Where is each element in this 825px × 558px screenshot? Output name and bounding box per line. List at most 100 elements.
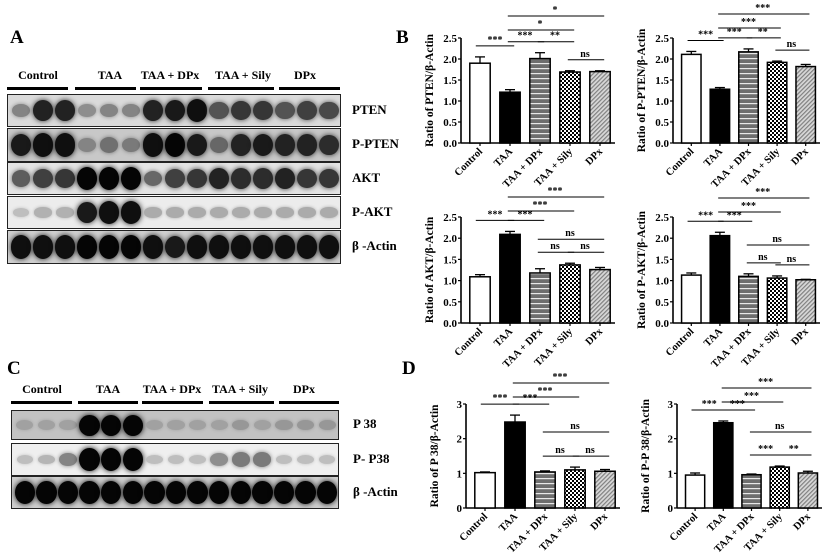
protein-label: P-AKT xyxy=(352,203,393,219)
blot-band xyxy=(120,166,142,191)
bar xyxy=(741,473,762,509)
blot-band xyxy=(144,207,162,218)
group-underline xyxy=(78,401,138,404)
chart-B1: 0.0 0.5 1.0 1.5 2.0 2.5 Ratio of PTEN/β-Actin C… xyxy=(424,5,615,190)
y-axis-label: Ratio of P-P 38/β-Actin xyxy=(640,399,652,513)
y-tick-label: 2 xyxy=(457,434,463,446)
y-tick-label: 1 xyxy=(457,468,463,480)
significance-label: *** xyxy=(518,209,533,220)
significance-label: ns xyxy=(772,234,782,245)
significance-label: *** xyxy=(523,393,538,404)
protein-label: β -Actin xyxy=(353,483,398,499)
significance-label: *** xyxy=(698,210,713,221)
y-tick-label: 0.0 xyxy=(443,138,457,150)
significance-label: ns xyxy=(758,252,768,263)
blot-band xyxy=(252,168,273,189)
y-tick-label: 0.5 xyxy=(443,297,457,309)
y-tick-label: 1 xyxy=(668,468,674,480)
group-underline xyxy=(209,401,274,404)
blot-band xyxy=(208,235,230,259)
significance-label: ns xyxy=(787,254,797,265)
significance-label: *** xyxy=(538,386,553,397)
bar xyxy=(795,65,817,144)
blot-band xyxy=(231,100,251,121)
significance-label: ** xyxy=(550,31,560,42)
bar xyxy=(504,421,526,509)
significance-label: ns xyxy=(570,421,580,432)
blot-band xyxy=(252,235,274,259)
x-tick-label: DPx xyxy=(792,511,814,533)
blot-band xyxy=(99,103,118,118)
y-tick-label: 2.0 xyxy=(655,54,669,66)
bar xyxy=(795,279,817,324)
blot-band xyxy=(79,414,100,436)
significance-label: *** xyxy=(741,201,756,212)
y-tick-label: 2.0 xyxy=(443,233,457,245)
blot-band xyxy=(54,235,76,259)
blot-band xyxy=(232,207,250,218)
y-axis-label: Ratio of P 38/β-Actin xyxy=(429,404,441,507)
significance-label: *** xyxy=(493,393,508,404)
blot-band xyxy=(210,207,228,218)
y-tick-label: 2.5 xyxy=(655,212,669,224)
blot-band xyxy=(167,419,185,431)
blot-band xyxy=(76,235,98,259)
blot-band xyxy=(144,480,165,505)
y-tick-label: 2.5 xyxy=(655,33,669,45)
group-label: DPx xyxy=(293,382,315,396)
blot-band xyxy=(120,235,142,259)
blot-band xyxy=(54,100,76,121)
y-tick-label: 0 xyxy=(668,503,674,515)
significance-label: ns xyxy=(565,228,575,239)
blot-band xyxy=(252,133,274,157)
x-tick-label: DPx xyxy=(789,146,811,168)
blot-band xyxy=(79,480,100,505)
blot-band xyxy=(254,207,272,218)
significance-label: *** xyxy=(702,399,717,410)
bar xyxy=(684,474,706,509)
bar xyxy=(797,472,819,509)
blot-band xyxy=(11,170,31,187)
blot-band xyxy=(296,419,315,431)
significance-label: *** xyxy=(548,186,563,197)
blot-band xyxy=(208,480,230,505)
group-label: TAA xyxy=(95,382,121,396)
blot-band xyxy=(253,100,273,121)
x-tick-label: Control xyxy=(668,511,700,543)
blot-strip xyxy=(7,196,341,229)
group-underline xyxy=(140,87,202,90)
panel-label-d: D xyxy=(402,358,416,379)
bar xyxy=(559,71,581,144)
y-axis-label: Ratio of PTEN/β-Actin xyxy=(424,34,436,147)
group-label: TAA + Sily xyxy=(212,382,268,396)
group-label: TAA xyxy=(97,68,123,82)
blot-band xyxy=(297,455,314,464)
blot-band xyxy=(122,447,144,472)
x-tick-label: TAA xyxy=(492,326,515,349)
blot-band xyxy=(297,168,317,189)
blot-band xyxy=(142,235,164,259)
blot-band xyxy=(10,133,32,157)
y-tick-label: 2.5 xyxy=(443,33,457,45)
x-tick-label: DPx xyxy=(584,326,606,348)
significance-label: *** xyxy=(755,3,770,14)
blot-strip xyxy=(11,410,339,440)
significance-label: ns xyxy=(775,421,785,432)
y-tick-label: 1.0 xyxy=(443,96,457,108)
blot-band xyxy=(275,455,293,464)
bar xyxy=(529,57,551,144)
blot-band xyxy=(11,103,30,118)
blot-band xyxy=(122,414,144,436)
group-underline xyxy=(279,87,340,90)
bar xyxy=(589,268,611,324)
blot-strip xyxy=(11,443,339,476)
blot-band xyxy=(164,133,186,157)
significance-label: *** xyxy=(698,29,713,40)
blot-band xyxy=(275,419,293,431)
y-tick-label: 1.0 xyxy=(655,96,669,108)
bar xyxy=(594,470,616,509)
significance-label: *** xyxy=(741,17,756,28)
blot-band xyxy=(36,480,57,505)
significance-label: *** xyxy=(758,377,773,388)
significance-label: ** xyxy=(789,444,799,455)
